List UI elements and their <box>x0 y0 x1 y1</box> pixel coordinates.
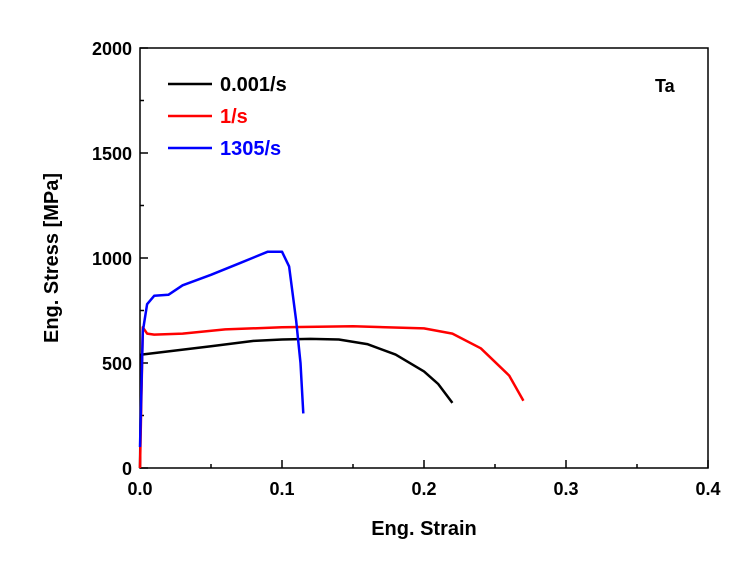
y-tick-label: 2000 <box>92 39 132 59</box>
legend-label: 1/s <box>220 106 248 128</box>
legend-label: 0.001/s <box>220 74 287 96</box>
legend-label: 1305/s <box>220 138 281 160</box>
y-tick-label: 0 <box>122 459 132 479</box>
y-tick-label: 500 <box>102 354 132 374</box>
y-tick-label: 1500 <box>92 144 132 164</box>
y-axis-label: Eng. Stress [MPa] <box>41 173 63 343</box>
x-tick-label: 0.1 <box>269 479 294 499</box>
x-axis-label: Eng. Strain <box>371 518 477 540</box>
y-tick-label: 1000 <box>92 249 132 269</box>
series-line-1 <box>138 325 525 469</box>
annotation-ta: Ta <box>655 76 676 96</box>
x-tick-label: 0.4 <box>695 479 720 499</box>
x-tick-label: 0.0 <box>127 479 152 499</box>
x-tick-label: 0.2 <box>411 479 436 499</box>
x-tick-label: 0.3 <box>553 479 578 499</box>
series-line-0 <box>138 337 454 469</box>
series-line-2 <box>138 250 305 448</box>
